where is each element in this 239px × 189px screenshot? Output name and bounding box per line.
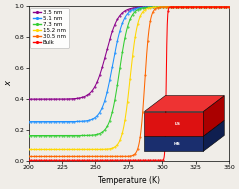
X-axis label: Temperature (K): Temperature (K)	[98, 176, 160, 185]
Legend: 3.5 nm, 5.1 nm, 7.3 nm, 15.2 nm, 30.5 nm, Bulk: 3.5 nm, 5.1 nm, 7.3 nm, 15.2 nm, 30.5 nm…	[30, 8, 69, 48]
Y-axis label: x: x	[4, 81, 13, 86]
